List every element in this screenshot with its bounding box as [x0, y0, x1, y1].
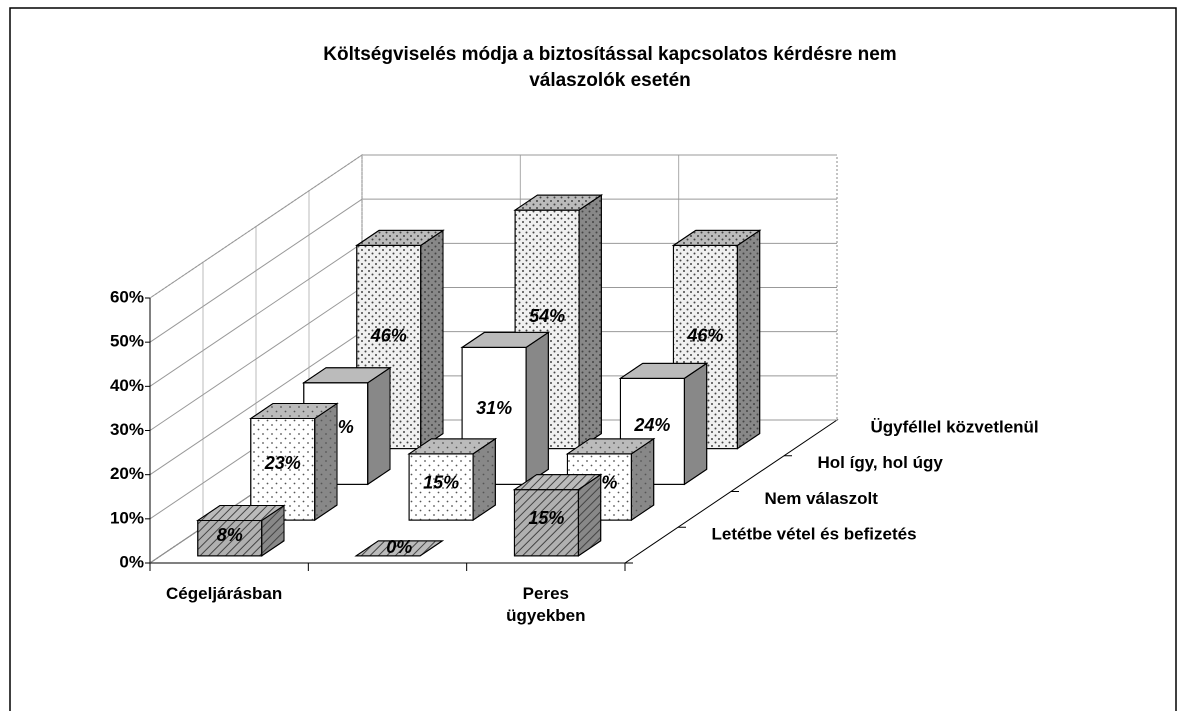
bar-top-pattern [460, 331, 550, 348]
grid-line [149, 331, 363, 476]
bar-top-pattern [302, 367, 392, 384]
bar-top-pattern [355, 229, 445, 246]
value-label: 0% [386, 537, 412, 557]
bar-side-pattern [314, 402, 338, 522]
bar-side-pattern [525, 331, 549, 486]
value-label: 54% [529, 306, 565, 326]
legend-label: Ügyféllel közvetlenül [871, 417, 1039, 436]
bar-top-pattern [512, 474, 603, 491]
bar-side-pattern [736, 229, 761, 450]
value-label: 15% [528, 508, 564, 528]
bar-top-pattern [618, 362, 709, 379]
bar-side-pattern [578, 194, 602, 450]
bar-top-pattern [196, 505, 286, 522]
bar-top-pattern [407, 438, 497, 455]
y-tick-label: 60% [110, 287, 144, 306]
value-label: 15% [423, 472, 459, 492]
y-tick-label: 0% [119, 552, 144, 571]
chart-title: Költségviselés módja a biztosítással kap… [323, 44, 897, 91]
value-label: 46% [686, 326, 723, 346]
grid-line [149, 287, 363, 431]
bar [671, 229, 762, 450]
bar-side-pattern [367, 366, 391, 486]
value-label: 23% [264, 453, 301, 473]
bar-side-pattern [683, 362, 708, 486]
y-tick-label: 30% [110, 420, 144, 439]
legend-label: Nem válaszolt [765, 489, 879, 508]
y-tick-label: 10% [110, 508, 144, 527]
bar-top-pattern [513, 194, 603, 211]
bar [196, 504, 286, 557]
grid-line [149, 154, 363, 299]
legend-label: Letétbe vétel és befizetés [712, 525, 917, 544]
bar-side-pattern [420, 229, 444, 450]
value-label: 24% [633, 415, 670, 435]
value-label: 8% [217, 525, 243, 545]
x-tick-label: Cégeljárásban [166, 584, 283, 603]
y-tick-label: 50% [110, 332, 144, 351]
value-label: 31% [476, 398, 512, 418]
bar [407, 437, 497, 522]
bar-top-pattern [354, 540, 444, 557]
frame [9, 7, 1177, 711]
bar [249, 402, 339, 522]
bar [354, 540, 444, 557]
bar [512, 473, 603, 557]
x-tick-label: Peres ügyekben [506, 584, 586, 625]
legend-label: Hol így, hol úgy [818, 453, 944, 472]
y-tick-label: 20% [110, 464, 144, 483]
value-label: 46% [370, 326, 407, 346]
bar-top-pattern [671, 229, 762, 246]
grid-line [149, 198, 363, 343]
grid-line [149, 242, 363, 387]
bar-top-pattern [249, 403, 339, 420]
bar-top-pattern [565, 438, 656, 455]
y-tick-label: 40% [110, 376, 144, 395]
